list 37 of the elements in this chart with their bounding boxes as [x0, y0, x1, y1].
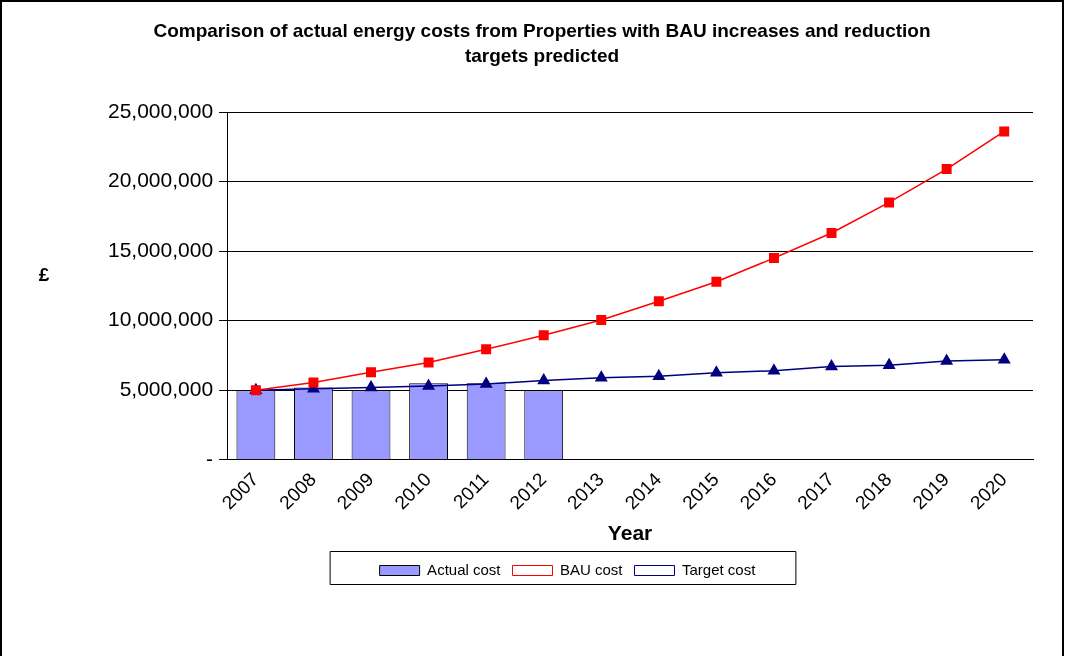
- point: [768, 253, 779, 264]
- y-tick-label: 20,000,000: [107, 168, 214, 192]
- point: [308, 377, 319, 388]
- point: [825, 359, 838, 371]
- point: [480, 377, 493, 388]
- y-axis-title: £: [38, 264, 50, 286]
- point: [999, 126, 1010, 137]
- legend-label: BAU cost: [559, 560, 624, 578]
- point: [423, 357, 434, 368]
- point: [537, 373, 550, 385]
- point: [998, 352, 1011, 364]
- point: [652, 369, 665, 381]
- legend-label: Target cost: [682, 560, 757, 578]
- y-tick-label: 25,000,000: [107, 98, 214, 122]
- point: [940, 354, 953, 365]
- point: [768, 364, 780, 375]
- y-tick-label: 10,000,000: [107, 307, 214, 331]
- legend-label: Actual cost: [427, 560, 502, 578]
- point: [653, 296, 664, 307]
- point: [596, 314, 607, 325]
- point: [422, 379, 435, 390]
- y-tick-label: 15,000,000: [107, 237, 214, 261]
- chart-title: Comparison of actual energy costs from Properties with BAU increases and reduction targets predicted: [152, 19, 932, 68]
- point: [883, 358, 896, 369]
- y-tick-label: -: [206, 446, 214, 470]
- x-axis-title: Year: [607, 521, 653, 545]
- point: [366, 367, 377, 378]
- point: [941, 164, 952, 175]
- point: [481, 344, 492, 355]
- point: [711, 276, 722, 287]
- point: [884, 197, 895, 208]
- point: [826, 228, 837, 239]
- point: [538, 330, 549, 341]
- y-tick-label: 5,000,000: [119, 377, 214, 401]
- point: [710, 366, 723, 377]
- point: [595, 370, 608, 382]
- point: [365, 380, 377, 392]
